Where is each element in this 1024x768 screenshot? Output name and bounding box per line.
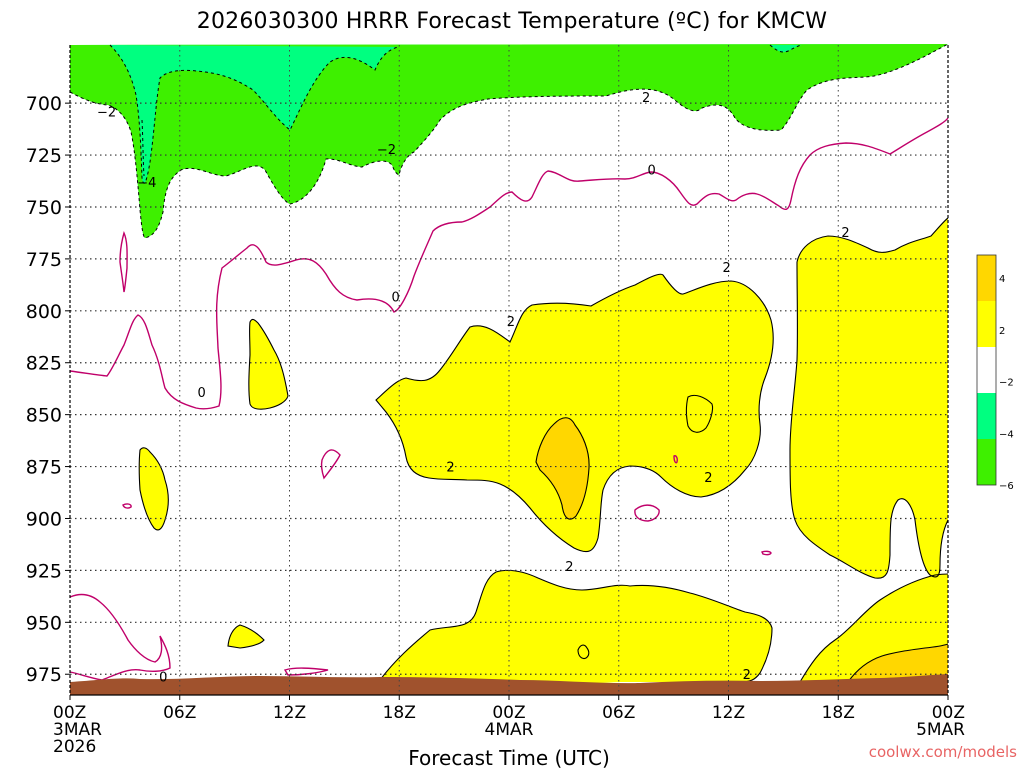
x-tick-label: 00Z (932, 703, 965, 723)
colorbar-bin (977, 301, 996, 347)
x-tick-year-label: 2026 (53, 737, 96, 757)
pos2-contour-small-b (138, 447, 169, 531)
y-tick-label: 875 (26, 457, 62, 479)
pos4-contour-small-d (685, 394, 714, 433)
pos4-contour-center (535, 417, 590, 520)
x-tick-date-label: 3MAR (53, 720, 102, 740)
contour-label: 0 (198, 386, 206, 401)
y-tick-label: 950 (26, 612, 62, 634)
zero-contour-small-d (761, 550, 772, 556)
x-tick-label: 06Z (602, 703, 635, 723)
warm-fill-small-b (139, 447, 169, 530)
colorbar-tick-label: 4 (999, 274, 1005, 285)
colorbar-tick-label: 2 (999, 326, 1005, 337)
x-tick-date-label: 4MAR (485, 720, 534, 740)
x-tick-label: 12Z (273, 703, 306, 723)
y-tick-label: 925 (26, 560, 62, 582)
pos2-contour-lower (379, 569, 773, 683)
contour-label: 2 (446, 461, 454, 476)
ground-layer (70, 674, 948, 695)
colorbar-bin (977, 255, 996, 301)
zero-contour-small-e (673, 455, 678, 464)
warm-fill-small-a (248, 319, 288, 410)
y-tick-label: 725 (26, 145, 62, 167)
contour-label: −4 (137, 176, 156, 191)
warm-fill-lower (380, 570, 772, 684)
contour-label: 2 (723, 261, 731, 276)
warm-fill-center-gold (536, 417, 590, 520)
zero-contour-far-left (122, 503, 132, 509)
y-tick-label: 750 (26, 197, 62, 219)
warm-fill-small-e (578, 645, 589, 659)
cold-core-fill (110, 45, 398, 184)
zero-contour-small-b (320, 449, 341, 480)
y-tick-label: 775 (26, 249, 62, 271)
grid-layer (70, 45, 948, 695)
zero-contour-small-a (119, 230, 128, 293)
x-tick-label: 00Z (53, 703, 86, 723)
pos4-contour-small-e (577, 644, 590, 660)
zero-contour-main (69, 117, 949, 410)
contour-label: 2 (743, 668, 751, 683)
pos2-contour-small-a (248, 318, 289, 410)
x-tick-label: 06Z (163, 703, 196, 723)
contour-label: −2 (377, 143, 396, 158)
colorbar-bin (977, 439, 996, 485)
cold-core-fill-right (770, 45, 802, 53)
warm-fill-large-mid (376, 274, 774, 552)
neg2-contour (69, 43, 949, 239)
y-tick-label: 850 (26, 405, 62, 427)
x-tick-date-label: 5MAR (916, 720, 965, 740)
warm-fill-small-c (228, 625, 264, 648)
x-tick-label: 12Z (712, 703, 745, 723)
fills-layer (70, 44, 948, 684)
colorbar-bin (977, 393, 996, 439)
y-tick-label: 975 (26, 664, 62, 686)
x-tick-label: 18Z (822, 703, 855, 723)
pos4-contour-lower-right (847, 643, 949, 683)
contour-labels-layer: −2 −2 −4 2 0 0 0 0 2 2 2 2 2 2 2 (97, 91, 850, 685)
contour-label: 0 (391, 290, 399, 305)
y-tick-label: 825 (26, 353, 62, 375)
neg4-contour-right (769, 44, 803, 53)
contour-label: −2 (97, 105, 116, 120)
chart-title: 2026030300 HRRR Forecast Temperature (ºC… (197, 9, 827, 34)
colorbar-bin (977, 347, 996, 393)
contour-label: 2 (507, 315, 515, 330)
contour-label: 2 (704, 471, 712, 486)
x-tick-label: 00Z (492, 703, 525, 723)
axes-layer: 70072575077580082585087590092595097500Z3… (26, 45, 965, 757)
contour-label: 2 (841, 226, 849, 241)
x-tick-label: 18Z (383, 703, 416, 723)
contour-label: 2 (642, 91, 650, 106)
y-tick-label: 800 (26, 301, 62, 323)
warm-fill-small-d (686, 395, 713, 433)
contour-label: 0 (648, 164, 656, 179)
y-tick-label: 700 (26, 93, 62, 115)
warm-fill-lower-right-gold (848, 644, 948, 682)
credit-text: coolwx.com/models (869, 743, 1017, 761)
ground-fill (70, 674, 948, 695)
pos2-contour-small-c (227, 624, 265, 649)
x-axis-label: Forecast Time (UTC) (408, 746, 610, 768)
y-tick-label: 900 (26, 508, 62, 530)
neg4-contour (109, 44, 399, 184)
contour-label: 0 (159, 670, 167, 685)
colorbar-tick-label: −6 (999, 481, 1014, 492)
warm-fill-right-tower (790, 218, 948, 579)
colorbar: 4 2 −2 −4 −6 (976, 254, 1014, 492)
colorbar-frame (976, 254, 997, 486)
contour-label: 2 (565, 560, 573, 575)
pos2-contour-mid (375, 273, 774, 553)
zero-contour-lower-left (69, 593, 171, 681)
pos2-contour-lower-right (799, 573, 949, 683)
pos2-contour-right (789, 217, 949, 579)
colorbar-tick-label: −2 (999, 378, 1014, 389)
colorbar-tick-label: −4 (999, 429, 1014, 440)
zero-contour-small-c (634, 504, 660, 522)
